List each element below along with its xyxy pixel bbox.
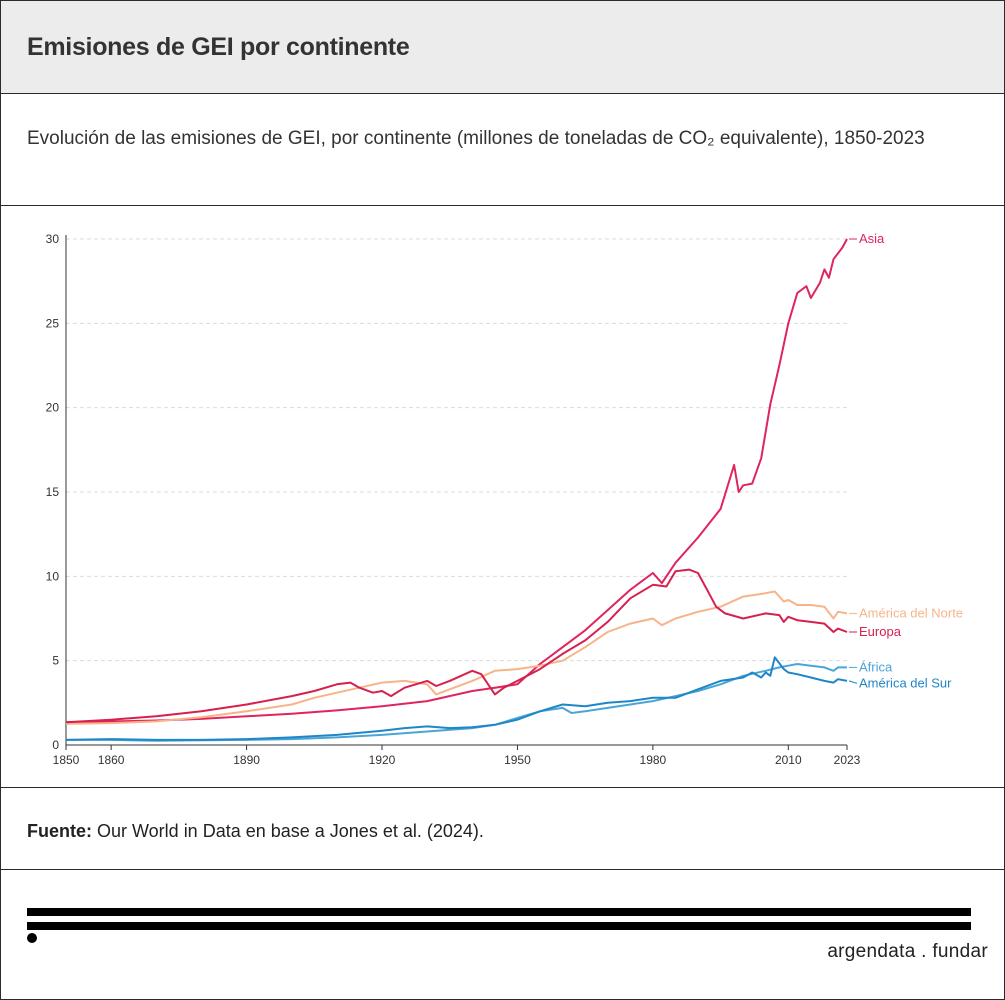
x-tick-label: 2010: [775, 753, 802, 767]
x-tick-label: 1890: [233, 753, 260, 767]
y-tick-label: 10: [46, 569, 60, 583]
series-label: América del Norte: [859, 605, 963, 620]
footer: argendata . fundar: [1, 870, 1004, 999]
chart-subtitle: Evolución de las emisiones de GEI, por c…: [27, 128, 925, 149]
series-label: América del Sur: [859, 675, 952, 690]
source-text: Our World in Data en base a Jones et al.…: [92, 821, 484, 841]
series-line: [65, 656, 848, 741]
line-chart: 0 5 10 15 20 25 30 1850 1860 1890 1920 1950 1980 2010…: [46, 231, 963, 767]
source-section: Fuente: Our World in Data en base a Jone…: [1, 788, 1004, 870]
brand-dot: [27, 933, 37, 943]
chart-area: 0 5 10 15 20 25 30 1850 1860 1890 1920 1950 1980 2010…: [1, 206, 1004, 788]
x-tick-label: 2023: [834, 753, 861, 767]
x-tick-label: 1950: [504, 753, 531, 767]
subtitle-section: Evolución de las emisiones de GEI, por c…: [1, 94, 1004, 206]
series-label: Europa: [859, 624, 902, 639]
series-label: Asia: [859, 231, 885, 246]
x-tick-label: 1850: [53, 753, 80, 767]
x-tick-label: 1920: [369, 753, 396, 767]
brand-logo: argendata . fundar: [827, 941, 988, 962]
source-note: Fuente: Our World in Data en base a Jone…: [27, 821, 484, 842]
y-tick-label: 25: [46, 316, 60, 330]
y-tick-label: 0: [52, 738, 59, 752]
brand-bar-bottom: [27, 922, 971, 930]
page-title: Emisiones de GEI por continente: [27, 33, 410, 61]
y-tick-label: 30: [46, 232, 60, 246]
y-tick-label: 15: [46, 485, 60, 499]
series-line: [65, 238, 848, 724]
series-line: [66, 663, 847, 742]
y-tick-label: 20: [46, 401, 60, 415]
series-line: [65, 568, 848, 724]
series-label: África: [859, 659, 893, 674]
header: Emisiones de GEI por continente: [1, 1, 1004, 94]
x-tick-label: 1860: [98, 753, 125, 767]
series-label-leader: [848, 680, 858, 684]
series-line: [65, 590, 848, 725]
brand-bar-top: [27, 908, 971, 916]
x-tick-label: 1980: [640, 753, 667, 767]
source-label: Fuente:: [27, 821, 92, 841]
y-tick-label: 5: [52, 654, 59, 668]
